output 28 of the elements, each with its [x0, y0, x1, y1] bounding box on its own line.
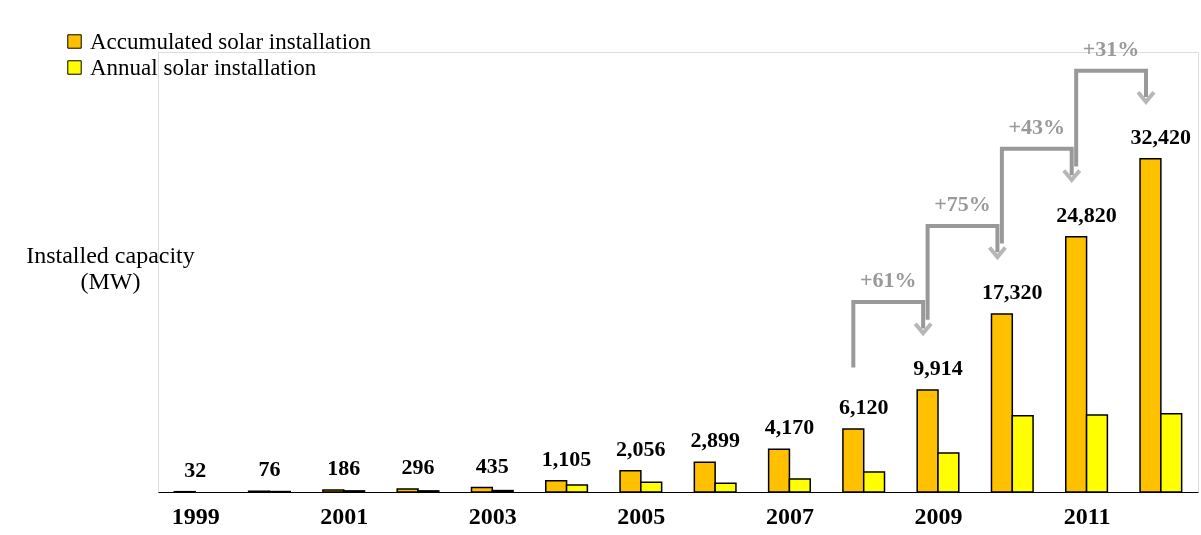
text: +43% [1008, 113, 1066, 139]
x-tick-label: 1999 [171, 502, 220, 529]
x-tick-label: 2003 [468, 502, 517, 529]
x-tick-label: 2007 [765, 502, 814, 529]
data-label: 6,120 [838, 394, 889, 420]
y-axis-title: Installed capacity (MW) [26, 241, 195, 294]
data-label: 32,420 [1130, 123, 1192, 149]
data-label: 76 [258, 456, 281, 482]
data-label: 2,056 [616, 435, 666, 461]
annotation: +61% [859, 267, 917, 293]
data-label: 32 [184, 456, 207, 482]
data-label: 4,170 [764, 414, 815, 440]
annotation: +75% [934, 190, 991, 216]
data-label: 1,105 [541, 445, 592, 471]
x-tick-label: 2005 [617, 502, 666, 529]
data-label: 24,820 [1056, 201, 1117, 227]
data-label: 17,320 [982, 278, 1043, 304]
text: +31% [1082, 35, 1140, 61]
legend-label: Annual solar installation [90, 54, 317, 80]
data-label: 186 [327, 455, 361, 481]
data-label: 9,914 [913, 355, 963, 381]
data-label: 435 [475, 452, 509, 478]
legend-label: Accumulated solar installation [90, 28, 372, 54]
x-tick-label: 2001 [320, 502, 369, 529]
x-tick-label: 2009 [914, 502, 963, 529]
x-tick-label: 2011 [1063, 502, 1111, 529]
data-label: 2,899 [690, 427, 740, 453]
data-label: 296 [401, 453, 435, 479]
